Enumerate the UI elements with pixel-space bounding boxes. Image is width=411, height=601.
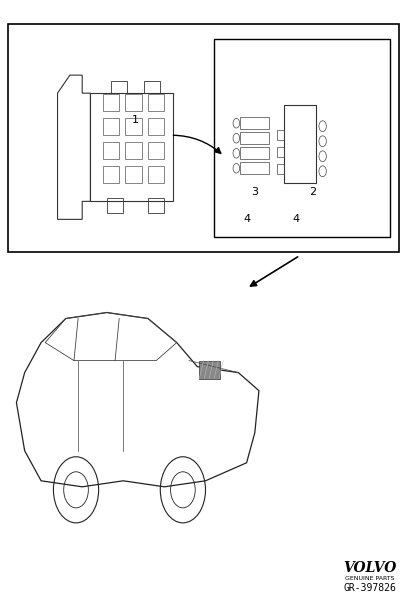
Bar	[125, 142, 142, 159]
Bar	[240, 147, 269, 159]
Text: 3: 3	[251, 188, 259, 197]
Text: VOLVO: VOLVO	[343, 561, 397, 575]
Bar	[240, 117, 269, 129]
Bar	[125, 166, 142, 183]
Bar	[277, 147, 284, 157]
Text: GR-397826: GR-397826	[344, 583, 396, 593]
Bar	[148, 166, 164, 183]
Bar	[107, 198, 123, 213]
Bar	[240, 162, 269, 174]
Bar	[277, 164, 284, 174]
Text: 1: 1	[132, 115, 139, 125]
Bar	[199, 361, 220, 379]
Bar	[111, 81, 127, 93]
Bar	[90, 93, 173, 201]
Bar	[103, 142, 119, 159]
Bar	[125, 94, 142, 111]
Bar	[103, 166, 119, 183]
Bar	[148, 142, 164, 159]
Bar	[148, 198, 164, 213]
Text: GENUINE PARTS: GENUINE PARTS	[345, 576, 395, 581]
Bar	[148, 94, 164, 111]
Text: 2: 2	[309, 188, 316, 197]
Bar	[148, 118, 164, 135]
Bar	[8, 24, 399, 252]
Bar	[144, 81, 160, 93]
Bar	[125, 118, 142, 135]
Bar	[284, 105, 316, 183]
Bar	[214, 39, 390, 237]
Bar	[103, 94, 119, 111]
Text: 4: 4	[292, 215, 300, 224]
Bar	[277, 130, 284, 140]
Text: 4: 4	[243, 215, 250, 224]
Bar	[103, 118, 119, 135]
Bar	[240, 132, 269, 144]
